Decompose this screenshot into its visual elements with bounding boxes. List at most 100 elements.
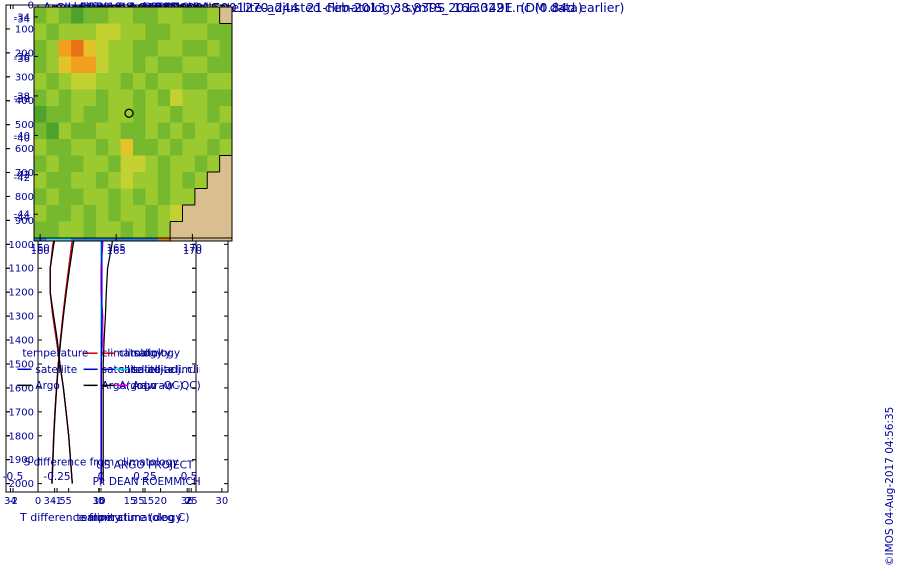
- map-cell: [207, 23, 220, 41]
- map-cell: [71, 122, 84, 140]
- map-cell: [58, 106, 72, 123]
- depth-tick-label: 1300: [9, 312, 34, 323]
- x-tick-label: 25: [185, 496, 198, 507]
- map-frame: [33, 6, 233, 239]
- map-cell: [157, 106, 171, 123]
- map-cell: [58, 56, 72, 74]
- map-cell: [157, 23, 171, 41]
- map-cell: [157, 56, 171, 74]
- map-cell: [219, 172, 233, 189]
- map-cell: [71, 56, 84, 74]
- map-cell: [207, 172, 220, 189]
- map-cell: [71, 155, 84, 173]
- map-cell: [170, 172, 183, 189]
- map-cell: [219, 89, 233, 107]
- map-cell: [95, 172, 109, 189]
- map-cell: [46, 139, 60, 156]
- map-cell: [108, 122, 121, 140]
- map-cell: [207, 7, 220, 24]
- map-cell: [157, 205, 171, 222]
- lat-tick-label: -34: [14, 12, 30, 23]
- legend-label: satellite-adj. clim.: [119, 364, 200, 376]
- map-cell: [34, 188, 47, 206]
- map-cell: [46, 89, 60, 107]
- map-cell: [194, 172, 208, 189]
- map-cell: [182, 122, 196, 140]
- map-cell: [83, 172, 97, 189]
- map-cell: [46, 56, 60, 74]
- map-cell: [46, 23, 60, 41]
- x-tick-label: 35.5: [132, 496, 154, 507]
- map-cell: [120, 221, 134, 239]
- map-cell: [83, 139, 97, 156]
- map-cell: [83, 40, 97, 57]
- depth-tick-label: 900: [15, 216, 34, 227]
- depth-tick-label: 500: [15, 120, 34, 131]
- map-cell: [182, 40, 196, 57]
- map-cell: [83, 23, 97, 41]
- map-cell: [120, 106, 134, 123]
- depth-tick-label: 300: [15, 72, 34, 83]
- depth-tick-label: 1100: [9, 264, 34, 275]
- x-tick-label: 20: [154, 496, 167, 507]
- map-cell: [194, 40, 208, 57]
- map-cell: [71, 205, 84, 222]
- depth-tick-label: 600: [15, 144, 34, 155]
- map-cell: [207, 205, 220, 222]
- depth-tick-label: 100: [15, 24, 34, 35]
- map-cell: [120, 23, 134, 41]
- legend-label: satellite-adj. clim.: [102, 364, 195, 376]
- annotation-text: -0.25: [43, 471, 70, 483]
- map-cell: [108, 23, 121, 41]
- map-cell: [157, 221, 171, 239]
- map-cell: [83, 106, 97, 123]
- map-cell: [95, 73, 109, 90]
- map-cell: [145, 221, 159, 239]
- depth-tick-label: 1400: [9, 336, 34, 347]
- map-cell: [170, 155, 183, 173]
- map-cell: [71, 73, 84, 90]
- map-cell: [207, 40, 220, 57]
- map-cell: [46, 106, 60, 123]
- map-cell: [71, 139, 84, 156]
- map-cell: [145, 73, 159, 90]
- map-cell: [95, 221, 109, 239]
- depth-tick-label: 1000: [9, 240, 34, 251]
- map-cell: [46, 7, 60, 24]
- map-cell: [83, 89, 97, 107]
- map-cell: [83, 155, 97, 173]
- annotation-text: US ARGO PROJECT: [96, 460, 194, 472]
- depth-tick-label: 1600: [9, 383, 34, 394]
- map-cell: [34, 56, 47, 74]
- legend-label: climatology: [119, 348, 180, 360]
- map-cell: [83, 56, 97, 74]
- map-cell: [95, 155, 109, 173]
- map-cell: [145, 56, 159, 74]
- map-cell: [58, 188, 72, 206]
- map-cell: [58, 172, 72, 189]
- x-tick-label: 30: [216, 496, 229, 507]
- x-axis-label: temperature (deg C): [76, 511, 189, 524]
- map-cell: [219, 155, 233, 173]
- map-cell: [71, 23, 84, 41]
- map-cell: [120, 205, 134, 222]
- map-cell: [46, 73, 60, 90]
- map-cell: [145, 139, 159, 156]
- map-cell: [34, 139, 47, 156]
- x-tick-label: -2: [8, 496, 18, 507]
- map-cell: [95, 188, 109, 206]
- map-cell: [207, 89, 220, 107]
- map-cell: [83, 7, 97, 24]
- map-cell: [182, 89, 196, 107]
- map-cell: [170, 106, 183, 123]
- map-cell: [46, 122, 60, 140]
- map-cell: [120, 122, 134, 140]
- map-cell: [170, 221, 183, 239]
- map-cell: [219, 205, 233, 222]
- legend-label: satellite: [35, 364, 77, 376]
- map-cell: [58, 221, 72, 239]
- map-cell: [219, 23, 233, 41]
- annotation-text: -0.5: [3, 471, 24, 483]
- map-cell: [207, 106, 220, 123]
